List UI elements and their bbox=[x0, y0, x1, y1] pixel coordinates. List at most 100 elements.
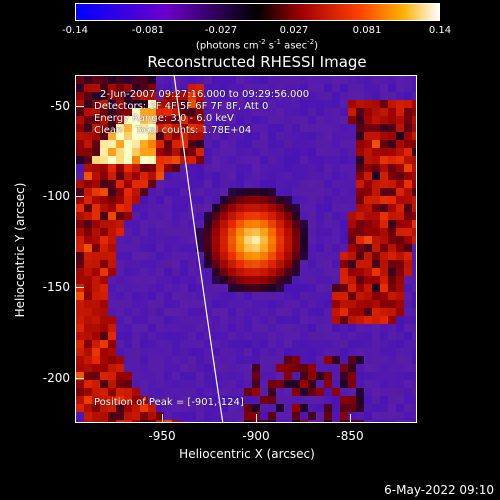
heatmap-cell bbox=[76, 388, 84, 396]
heatmap-cell bbox=[300, 348, 308, 356]
heatmap-cell bbox=[164, 116, 172, 124]
heatmap-cell bbox=[396, 316, 404, 324]
heatmap-cell bbox=[124, 404, 132, 412]
heatmap-cell bbox=[92, 260, 100, 268]
heatmap-cell bbox=[260, 220, 268, 228]
heatmap-cell bbox=[252, 380, 260, 388]
heatmap-cell bbox=[252, 324, 260, 332]
heatmap-cell bbox=[332, 196, 340, 204]
heatmap-cell bbox=[76, 92, 84, 100]
heatmap-cell bbox=[260, 244, 268, 252]
heatmap-cell bbox=[164, 212, 172, 220]
heatmap-cell bbox=[204, 284, 212, 292]
heatmap-cell bbox=[116, 180, 124, 188]
heatmap-cell bbox=[220, 276, 228, 284]
heatmap-cell bbox=[164, 340, 172, 348]
heatmap-cell bbox=[108, 116, 116, 124]
heatmap-cell bbox=[284, 228, 292, 236]
heatmap-cell bbox=[308, 252, 316, 260]
heatmap-cell bbox=[236, 236, 244, 244]
heatmap-cell bbox=[356, 164, 364, 172]
heatmap-cell bbox=[188, 412, 196, 420]
heatmap-cell bbox=[212, 164, 220, 172]
heatmap-cell bbox=[380, 356, 388, 364]
heatmap-cell bbox=[76, 332, 84, 340]
heatmap-cell bbox=[324, 236, 332, 244]
heatmap-cell bbox=[292, 404, 300, 412]
heatmap-cell bbox=[140, 212, 148, 220]
heatmap-cell bbox=[244, 92, 252, 100]
heatmap-cell bbox=[140, 380, 148, 388]
heatmap-cell bbox=[276, 196, 284, 204]
heatmap-cell bbox=[332, 124, 340, 132]
heatmap-cell bbox=[108, 380, 116, 388]
heatmap-cell bbox=[276, 332, 284, 340]
heatmap-cell bbox=[124, 364, 132, 372]
heatmap-cell bbox=[188, 260, 196, 268]
heatmap-cell bbox=[268, 180, 276, 188]
heatmap-cell bbox=[140, 236, 148, 244]
heatmap-cell bbox=[348, 356, 356, 364]
heatmap-cell bbox=[180, 308, 188, 316]
heatmap-cell bbox=[196, 148, 204, 156]
heatmap-cell bbox=[84, 284, 92, 292]
heatmap-cell bbox=[364, 84, 372, 92]
heatmap-cell bbox=[204, 324, 212, 332]
heatmap-cell bbox=[92, 116, 100, 124]
heatmap-cell bbox=[76, 124, 84, 132]
heatmap-cell bbox=[260, 308, 268, 316]
heatmap-cell bbox=[372, 236, 380, 244]
heatmap-cell bbox=[76, 140, 84, 148]
heatmap-cell bbox=[156, 372, 164, 380]
heatmap-cell bbox=[396, 388, 404, 396]
heatmap-cell bbox=[116, 148, 124, 156]
heatmap-cell bbox=[92, 380, 100, 388]
heatmap-cell bbox=[252, 180, 260, 188]
y-tick-mark bbox=[76, 106, 84, 107]
heatmap-cell bbox=[108, 148, 116, 156]
heatmap-cell bbox=[364, 180, 372, 188]
heatmap-cell bbox=[260, 124, 268, 132]
heatmap-cell bbox=[348, 204, 356, 212]
heatmap-cell bbox=[92, 124, 100, 132]
heatmap-cell bbox=[380, 76, 388, 84]
heatmap-cell bbox=[132, 212, 140, 220]
heatmap-cell bbox=[332, 116, 340, 124]
heatmap-cell bbox=[348, 300, 356, 308]
heatmap-cell bbox=[220, 212, 228, 220]
heatmap-cell bbox=[260, 236, 268, 244]
heatmap-cell bbox=[108, 108, 116, 116]
heatmap-cell bbox=[404, 180, 412, 188]
heatmap-cell bbox=[228, 204, 236, 212]
heatmap-cell bbox=[388, 212, 396, 220]
heatmap-cell bbox=[388, 404, 396, 412]
heatmap-cell bbox=[228, 412, 236, 420]
heatmap-cell bbox=[124, 412, 132, 420]
heatmap-cell bbox=[276, 340, 284, 348]
heatmap-cell bbox=[252, 252, 260, 260]
heatmap-cell bbox=[340, 300, 348, 308]
heatmap-cell bbox=[380, 196, 388, 204]
heatmap-cell bbox=[332, 268, 340, 276]
heatmap-cell bbox=[220, 164, 228, 172]
heatmap-cell bbox=[252, 116, 260, 124]
heatmap-cell bbox=[228, 212, 236, 220]
heatmap-cell bbox=[172, 180, 180, 188]
heatmap-cell bbox=[100, 308, 108, 316]
heatmap-cell bbox=[220, 348, 228, 356]
heatmap-cell bbox=[388, 372, 396, 380]
heatmap-cell bbox=[268, 364, 276, 372]
x-tick-mark bbox=[162, 414, 163, 422]
heatmap-cell bbox=[244, 260, 252, 268]
heatmap-cell bbox=[340, 84, 348, 92]
heatmap-cell bbox=[100, 244, 108, 252]
heatmap-cell bbox=[316, 420, 324, 422]
heatmap-cell bbox=[388, 252, 396, 260]
heatmap-cell bbox=[228, 252, 236, 260]
heatmap-cell bbox=[244, 420, 252, 422]
heatmap-cell bbox=[364, 388, 372, 396]
heatmap-cell bbox=[172, 252, 180, 260]
heatmap-cell bbox=[372, 396, 380, 404]
heatmap-cell bbox=[124, 204, 132, 212]
heatmap-cell bbox=[292, 276, 300, 284]
